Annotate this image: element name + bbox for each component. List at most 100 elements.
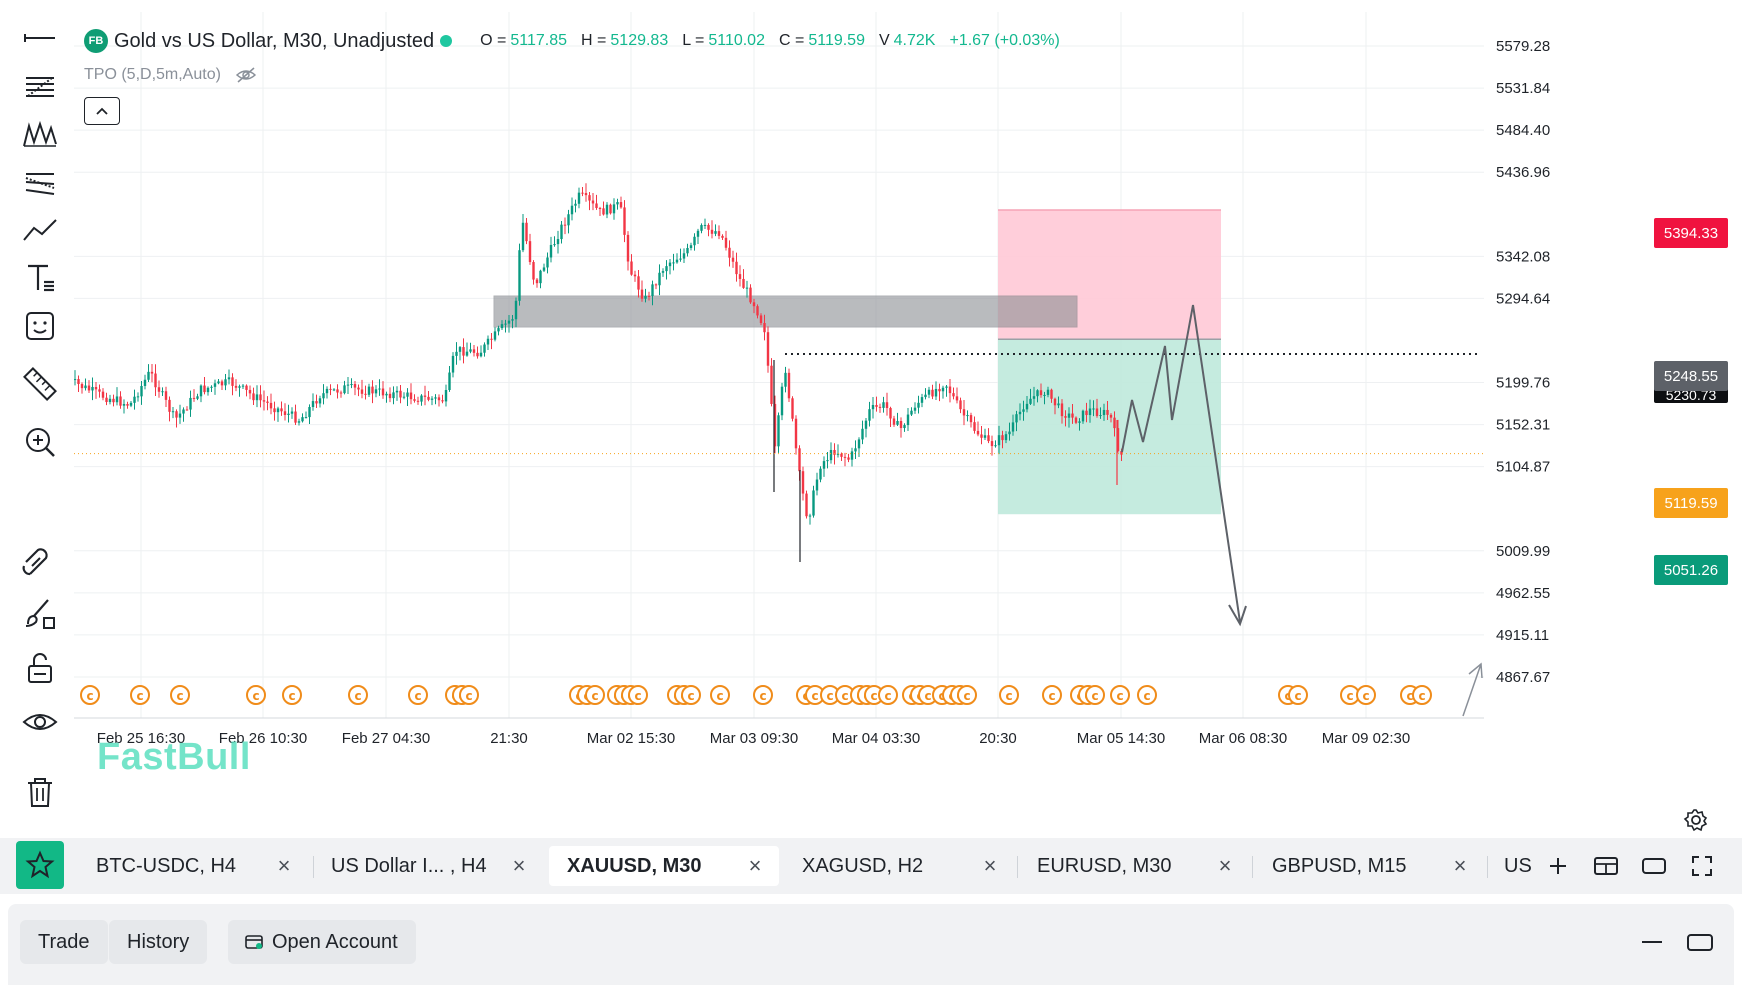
tab-label: XAUUSD, M30	[567, 854, 702, 877]
candle-body	[910, 410, 913, 415]
tab-btc-usdc[interactable]: BTC-USDC, H4 ×	[78, 846, 308, 886]
candle-body	[833, 449, 836, 455]
visibility-eye-icon[interactable]	[16, 700, 64, 744]
candle-body	[791, 398, 794, 419]
add-tab-plus-icon[interactable]	[1542, 850, 1574, 882]
trash-delete-icon[interactable]	[16, 770, 64, 814]
copyright-event-icon: c	[1288, 685, 1308, 705]
candle-body	[213, 383, 217, 387]
candle-body	[731, 257, 735, 262]
indicator-label[interactable]: TPO (5,D,5m,Auto)	[84, 66, 221, 83]
candle-body	[521, 222, 525, 251]
tab-close-icon[interactable]: ×	[277, 853, 291, 878]
candle-body	[1032, 396, 1036, 399]
maximize-panel-icon[interactable]	[1684, 926, 1716, 958]
candle-body	[269, 402, 273, 409]
candle-body	[535, 279, 539, 284]
copyright-event-icon: c	[878, 685, 898, 705]
event-marker-glyph: c	[1362, 689, 1369, 703]
emoji-sticker-tool-icon[interactable]	[16, 304, 64, 348]
candle-body	[854, 448, 857, 452]
candle-body	[588, 195, 591, 201]
price-chart[interactable]: cccccccccccccccccccccccccccccccccccccccc…	[74, 0, 1742, 835]
unlock-icon[interactable]	[16, 646, 64, 690]
candle-body	[1025, 403, 1029, 410]
zoom-in-icon[interactable]	[16, 420, 64, 464]
tab-us-dollar-index[interactable]: US Dollar I... , H4 ×	[313, 846, 543, 886]
chart-settings-gear-icon[interactable]	[1682, 806, 1710, 834]
event-marker-glyph: c	[354, 689, 361, 703]
tab-xauusd[interactable]: XAUUSD, M30 ×	[549, 846, 779, 886]
candle-body	[1106, 409, 1109, 415]
candle-body	[248, 389, 252, 394]
tab-gbpusd[interactable]: GBPUSD, M15 ×	[1254, 846, 1484, 886]
tab-us-overflow[interactable]: US	[1504, 854, 1532, 877]
event-marker-glyph: c	[634, 689, 641, 703]
candle-body	[794, 418, 798, 449]
candle-body	[325, 388, 329, 394]
tab-eurusd[interactable]: EURUSD, M30 ×	[1019, 846, 1249, 886]
candle-body	[1088, 408, 1092, 416]
magnet-icon[interactable]	[16, 542, 64, 586]
high-label: H =	[581, 32, 607, 49]
price-axis-label: 5104.87	[1496, 459, 1550, 476]
candle-body	[332, 389, 336, 391]
event-marker-glyph: c	[841, 689, 848, 703]
brush-tool-icon[interactable]	[16, 592, 64, 636]
collapse-legend-button[interactable]	[84, 97, 120, 125]
candle-body	[640, 289, 644, 299]
time-axis[interactable]: Feb 25 16:30 Feb 26 10:30 Feb 27 04:30 21:3…	[97, 730, 1410, 747]
gann-fan-tool-icon[interactable]	[16, 160, 64, 204]
copyright-event-icon: c	[1137, 685, 1157, 705]
trade-tab-button[interactable]: Trade	[20, 920, 108, 964]
fib-retracement-tool-icon[interactable]	[16, 64, 64, 108]
candle-body	[973, 422, 976, 431]
candle-body	[182, 409, 185, 414]
tab-close-icon[interactable]: ×	[1453, 853, 1467, 878]
candle-body	[220, 381, 224, 386]
favorites-button[interactable]	[16, 841, 64, 889]
price-axis[interactable]: 5579.28 5531.84 5484.40 5436.96 5342.08 5294.…	[1496, 38, 1550, 686]
candle-body	[126, 404, 129, 406]
tab-label: BTC-USDC, H4	[96, 854, 237, 877]
chart-canvas[interactable]: cccccccccccccccccccccccccccccccccccccccc…	[74, 0, 1742, 835]
candle-body	[542, 267, 546, 271]
single-layout-icon[interactable]	[1638, 850, 1670, 882]
indicator-row[interactable]: TPO (5,D,5m,Auto)	[84, 66, 257, 84]
fullscreen-icon[interactable]	[1686, 850, 1718, 882]
bottom-trade-panel: Trade History Open Account	[8, 904, 1734, 985]
copyright-event-icon: c	[246, 685, 266, 705]
event-marker-ring	[1042, 685, 1062, 705]
candle-body	[490, 338, 493, 340]
resistance-box	[493, 295, 1078, 328]
tab-close-icon[interactable]: ×	[983, 853, 997, 878]
horizontal-line-tool-icon[interactable]	[16, 16, 64, 60]
fastbull-logo-icon: FB	[84, 29, 108, 53]
tab-xagusd[interactable]: XAGUSD, H2 ×	[784, 846, 1014, 886]
candle-body	[129, 402, 133, 406]
event-marker-ring	[1288, 685, 1308, 705]
candle-body	[161, 391, 164, 393]
open-account-button[interactable]: Open Account	[228, 920, 416, 964]
time-axis-label: Feb 27 04:30	[342, 730, 430, 747]
event-marker-ring	[170, 685, 190, 705]
history-tab-button[interactable]: History	[109, 920, 208, 964]
layout-split-icon[interactable]	[1590, 850, 1622, 882]
tab-close-icon[interactable]: ×	[748, 853, 762, 878]
candle-body	[612, 204, 616, 214]
hidden-eye-off-icon[interactable]	[235, 66, 257, 84]
tab-close-icon[interactable]: ×	[512, 853, 526, 878]
time-axis-label: Mar 05 14:30	[1077, 730, 1165, 747]
text-tool-icon[interactable]	[16, 256, 64, 300]
candle-body	[843, 456, 847, 458]
candle-body	[763, 322, 766, 333]
event-marker-glyph: c	[1005, 689, 1012, 703]
tab-close-icon[interactable]: ×	[1218, 853, 1232, 878]
trend-line-tool-icon[interactable]	[16, 208, 64, 252]
pattern-tool-icon[interactable]	[16, 112, 64, 156]
ruler-measure-tool-icon[interactable]	[16, 362, 64, 406]
minimize-panel-icon[interactable]	[1636, 926, 1668, 958]
candle-body	[955, 396, 959, 401]
candle-body	[941, 387, 945, 392]
symbol-title[interactable]: Gold vs US Dollar, M30, Unadjusted	[114, 29, 435, 52]
